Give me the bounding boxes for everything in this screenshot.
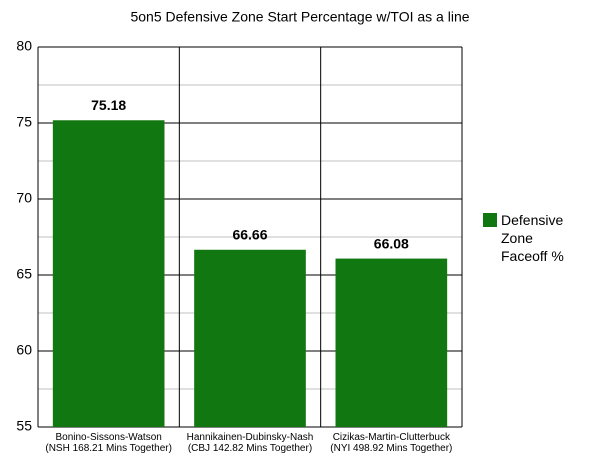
chart-title: 5on5 Defensive Zone Start Percentage w/T… — [130, 9, 469, 25]
y-tick-label: 75 — [16, 114, 32, 130]
bar — [52, 120, 165, 427]
x-tick-label: Bonino-Sissons-Watson (NSH 168.21 Mins T… — [45, 432, 172, 454]
value-label: 75.18 — [91, 97, 126, 113]
x-tick-label: Cizikas-Martin-Clutterbuck (NYI 498.92 M… — [330, 432, 453, 454]
x-tick-label: Hannikainen-Dubinsky-Nash (CBJ 142.82 Mi… — [186, 432, 314, 454]
y-tick-label: 70 — [16, 190, 32, 206]
value-label: 66.66 — [232, 226, 267, 242]
bar — [194, 249, 306, 427]
y-tick-label: 60 — [16, 342, 32, 358]
value-label: 66.08 — [374, 235, 409, 251]
legend-swatch — [483, 213, 497, 227]
legend-label: Defensive Zone Faceoff % — [501, 212, 564, 264]
y-tick-label: 55 — [16, 418, 32, 434]
y-tick-label: 80 — [16, 38, 32, 54]
bar — [335, 258, 448, 427]
y-tick-label: 65 — [16, 266, 32, 282]
